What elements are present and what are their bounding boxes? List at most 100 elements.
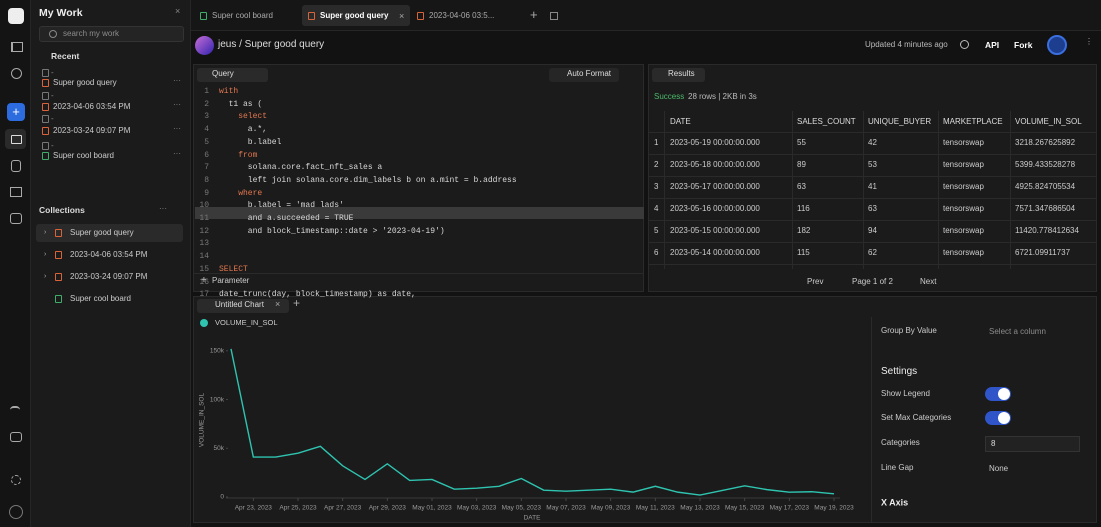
profile-icon[interactable]: [9, 505, 23, 519]
panel-tab[interactable]: Results: [668, 69, 695, 78]
parameter-button[interactable]: Parameter: [212, 276, 250, 285]
code-line: b.label: [219, 137, 282, 147]
more-button[interactable]: ···: [173, 100, 181, 109]
results-tab[interactable]: [652, 68, 705, 82]
toggle[interactable]: [985, 387, 1011, 401]
recent-item[interactable]: Super cool board: [53, 151, 114, 160]
column-divider: [792, 111, 793, 269]
settings-heading: Settings: [881, 366, 918, 377]
column-header[interactable]: MARKETPLACE: [943, 117, 1003, 126]
cell: 2023-05-15 00:00:00.000: [670, 226, 760, 235]
globe-icon[interactable]: [11, 68, 22, 79]
close-icon[interactable]: ×: [175, 6, 181, 16]
section-heading: Recent: [51, 50, 80, 61]
query-tab[interactable]: [197, 68, 268, 82]
row-line: [649, 242, 1096, 243]
discord-icon[interactable]: [10, 432, 22, 442]
column-header[interactable]: DATE: [670, 117, 691, 126]
panel-tab[interactable]: Query: [212, 69, 234, 78]
more-menu[interactable]: ⋮: [1085, 37, 1093, 46]
line-highlight: [195, 207, 644, 219]
chart-tab[interactable]: [197, 299, 289, 313]
line-number: 4: [204, 125, 209, 135]
summary: 28 rows | 2KB in 3s: [688, 92, 757, 101]
folder-button[interactable]: [5, 129, 26, 149]
collection-item[interactable]: 2023-04-06 03:54 PM: [70, 250, 148, 259]
line-number: 6: [204, 150, 209, 160]
select-value[interactable]: None: [989, 464, 1009, 473]
tab-close[interactable]: ×: [275, 299, 281, 309]
row-line: [649, 154, 1096, 155]
tab-label[interactable]: Super cool board: [212, 11, 273, 20]
number-input[interactable]: [985, 436, 1080, 452]
file-icon: [55, 273, 62, 281]
more-button[interactable]: ···: [173, 76, 181, 85]
collection-item[interactable]: 2023-03-24 09:07 PM: [70, 272, 148, 281]
select-placeholder[interactable]: Select a column: [989, 327, 1046, 336]
x-tick-label: May 01, 2023: [412, 505, 452, 512]
row-index: 4: [654, 204, 659, 213]
file-icon: [42, 103, 49, 111]
recent-item[interactable]: 2023-04-06 03:54 PM: [53, 102, 131, 111]
line-number: 8: [204, 175, 209, 185]
code-line: select: [219, 112, 268, 122]
docs-icon[interactable]: [10, 187, 22, 197]
recent-item[interactable]: Super good query: [53, 78, 117, 87]
prev-button[interactable]: Prev: [807, 277, 824, 286]
more-button[interactable]: ···: [173, 149, 181, 158]
line-number: 15: [199, 264, 209, 274]
tab-label[interactable]: Super good query: [320, 11, 389, 20]
cell: 94: [868, 226, 877, 235]
collection-item[interactable]: Super cool board: [70, 294, 131, 303]
tab-close[interactable]: ×: [399, 11, 405, 21]
cell: 2023-05-14 00:00:00.000: [670, 248, 760, 257]
code-line: with: [219, 87, 239, 96]
chart-tab-label[interactable]: Untitled Chart: [215, 300, 264, 309]
api-button[interactable]: API: [985, 39, 1000, 50]
line-number: 13: [199, 239, 209, 249]
file-icon: [200, 12, 207, 20]
new-button[interactable]: +: [7, 103, 25, 121]
file-icon: [308, 12, 315, 20]
tab-bar: [191, 0, 1101, 31]
folder-name: -: [51, 68, 54, 77]
line-number: 17: [199, 290, 209, 300]
active-tab[interactable]: [302, 5, 410, 26]
more-button[interactable]: ···: [159, 204, 167, 213]
next-button[interactable]: Next: [920, 277, 937, 286]
tab-label[interactable]: 2023-04-06 03:5...: [429, 11, 495, 20]
run-button[interactable]: [1047, 35, 1067, 55]
recent-item[interactable]: 2023-03-24 09:07 PM: [53, 126, 131, 135]
column-header[interactable]: VOLUME_IN_SOL: [1015, 117, 1082, 126]
logo[interactable]: [8, 8, 24, 24]
cell: 63: [868, 204, 877, 213]
column-header[interactable]: UNIQUE_BUYER: [868, 117, 932, 126]
more-button[interactable]: ···: [173, 124, 181, 133]
history-icon[interactable]: [960, 40, 969, 49]
setting-label: Line Gap: [881, 463, 914, 472]
cell: tensorswap: [943, 160, 984, 169]
close-tabs[interactable]: [550, 12, 558, 20]
theme-icon[interactable]: [11, 475, 21, 485]
new-chart[interactable]: +: [293, 296, 301, 310]
code-line: solana.core.fact_nft_sales a: [219, 163, 383, 173]
search-box[interactable]: [39, 26, 184, 42]
bot-icon[interactable]: [10, 213, 22, 224]
add-parameter[interactable]: +: [201, 275, 207, 286]
data-icon[interactable]: [11, 160, 21, 172]
new-tab[interactable]: +: [530, 7, 538, 22]
auto-format-button[interactable]: [549, 68, 619, 82]
fork-button[interactable]: Fork: [1014, 39, 1033, 50]
breadcrumb: jeus / Super good query: [218, 39, 325, 50]
collection-item[interactable]: Super good query: [70, 228, 134, 237]
line-number: 1: [204, 87, 209, 96]
collapse-icon[interactable]: [11, 42, 23, 52]
query-panel: [193, 64, 644, 292]
row-index: 1: [654, 138, 659, 147]
auto-format-label[interactable]: Auto Format: [567, 69, 612, 78]
toggle[interactable]: [985, 411, 1011, 425]
column-header[interactable]: SALES_COUNT: [797, 117, 856, 126]
setting-label: Set Max Categories: [881, 413, 952, 422]
chart-panel: [193, 296, 1097, 523]
twitter-icon[interactable]: [10, 406, 20, 416]
